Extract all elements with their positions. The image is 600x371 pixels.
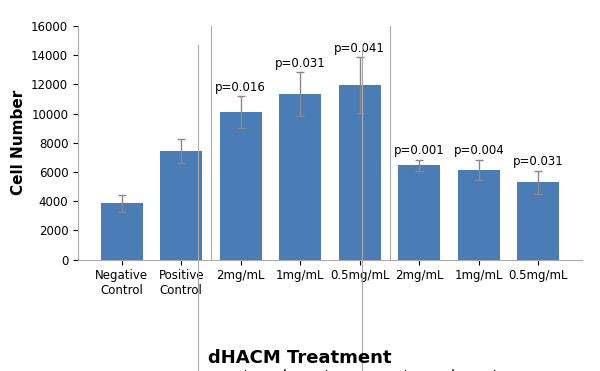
Text: p=0.016: p=0.016 <box>215 81 266 94</box>
Bar <box>339 85 380 260</box>
Text: w/ supplement: w/ supplement <box>230 369 329 371</box>
Bar <box>458 170 500 260</box>
Bar <box>101 203 143 260</box>
Bar <box>160 151 202 260</box>
Text: dHACM Treatment: dHACM Treatment <box>208 349 392 367</box>
Bar <box>280 94 321 260</box>
Bar <box>517 182 559 260</box>
Bar <box>220 112 262 260</box>
Text: p=0.031: p=0.031 <box>275 57 326 70</box>
Text: p=0.004: p=0.004 <box>454 144 504 157</box>
Text: p=0.031: p=0.031 <box>513 155 563 168</box>
Text: w/o supplement: w/o supplement <box>391 369 498 371</box>
Y-axis label: Cell Number: Cell Number <box>11 90 26 196</box>
Text: p=0.001: p=0.001 <box>394 144 445 157</box>
Text: p=0.041: p=0.041 <box>334 42 385 55</box>
Bar <box>398 165 440 260</box>
